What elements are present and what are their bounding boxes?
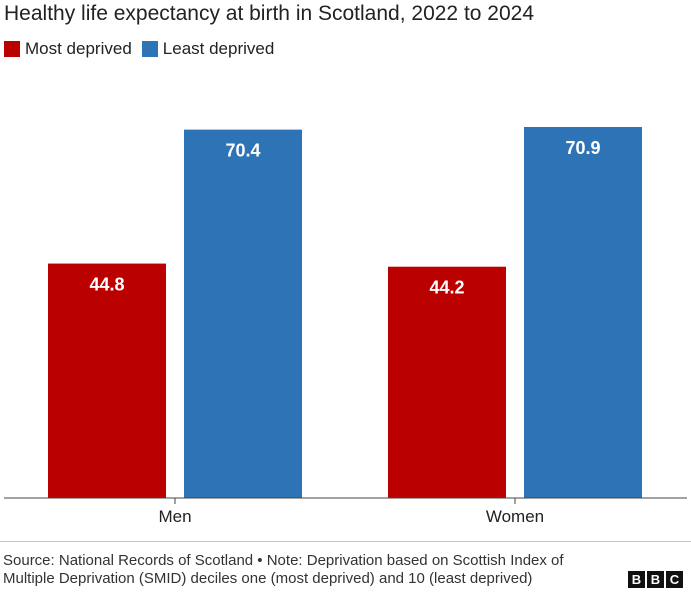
logo-letter: B xyxy=(628,571,645,588)
bar-value-label: 44.2 xyxy=(429,278,464,298)
legend-item-most-deprived: Most deprived xyxy=(4,39,132,59)
bar-women-least-deprived xyxy=(524,127,642,498)
footer-divider xyxy=(0,541,691,542)
legend-label-most-deprived: Most deprived xyxy=(25,39,132,58)
bar-chart: 44.8 70.4 Men 44.2 70.9 Women xyxy=(4,127,687,526)
chart-title: Healthy life expectancy at birth in Scot… xyxy=(4,2,535,25)
legend-swatch-most-deprived xyxy=(4,41,20,57)
x-tick-label: Women xyxy=(486,507,544,526)
source-note: Source: National Records of Scotland • N… xyxy=(3,552,564,587)
bar-women-most-deprived xyxy=(388,266,506,498)
legend: Most deprived Least deprived xyxy=(4,39,284,59)
logo-letter: B xyxy=(647,571,664,588)
bbc-logo: B B C xyxy=(628,571,683,588)
legend-swatch-least-deprived xyxy=(141,41,158,57)
x-tick-label: Men xyxy=(158,507,191,526)
bar-value-label: 70.9 xyxy=(565,138,600,158)
legend-item-least-deprived: Least deprived xyxy=(141,39,275,59)
bar-men-least-deprived xyxy=(184,129,302,498)
logo-letter: C xyxy=(666,571,683,588)
legend-label-least-deprived: Least deprived xyxy=(162,39,275,58)
bar-value-label: 70.4 xyxy=(225,141,260,161)
bar-value-label: 44.8 xyxy=(89,275,124,295)
bar-men-most-deprived xyxy=(48,263,166,498)
